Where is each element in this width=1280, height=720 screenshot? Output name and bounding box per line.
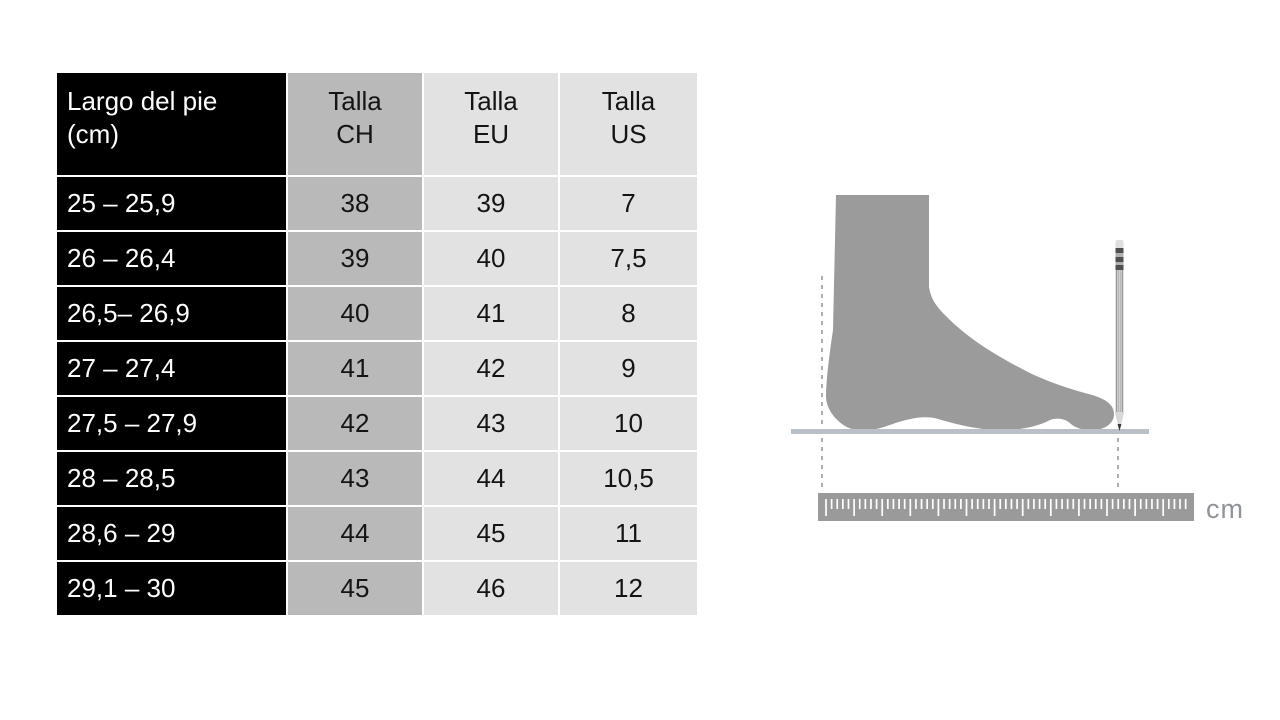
cell-size-ch: 40 — [286, 285, 424, 342]
table-row: 27 – 27,4 41 42 9 — [55, 340, 699, 397]
header-foot-length: Largo del pie (cm) — [55, 71, 288, 177]
foot-measurement-figure: cm — [760, 150, 1280, 570]
foot-measurement-svg: cm — [791, 195, 1244, 524]
cell-foot-length-range: 26,5– 26,9 — [55, 285, 288, 342]
cell-foot-length-range: 29,1 – 30 — [55, 560, 288, 617]
cell-size-ch: 39 — [286, 230, 424, 287]
cell-size-us: 10,5 — [558, 450, 699, 507]
table-row: 28 – 28,5 43 44 10,5 — [55, 450, 699, 507]
cell-foot-length-range: 25 – 25,9 — [55, 175, 288, 232]
cell-foot-length-range: 28,6 – 29 — [55, 505, 288, 562]
size-table-wrap: Largo del pie (cm) Talla CH Talla EU Tal… — [55, 71, 699, 617]
cell-foot-length-range: 27 – 27,4 — [55, 340, 288, 397]
cell-size-us: 8 — [558, 285, 699, 342]
cell-size-ch: 44 — [286, 505, 424, 562]
pencil-icon — [1114, 240, 1125, 431]
header-talla-eu: Talla EU — [422, 71, 560, 177]
table-row: 25 – 25,9 38 39 7 — [55, 175, 699, 232]
table-row: 27,5 – 27,9 42 43 10 — [55, 395, 699, 452]
table-row: 26 – 26,4 39 40 7,5 — [55, 230, 699, 287]
cell-size-eu: 41 — [422, 285, 560, 342]
ground-baseline — [791, 429, 1149, 434]
header-talla-ch: Talla CH — [286, 71, 424, 177]
cell-size-us: 7 — [558, 175, 699, 232]
size-conversion-table: Largo del pie (cm) Talla CH Talla EU Tal… — [55, 71, 699, 617]
cell-size-ch: 38 — [286, 175, 424, 232]
cell-size-eu: 39 — [422, 175, 560, 232]
cell-size-ch: 41 — [286, 340, 424, 397]
cell-size-eu: 40 — [422, 230, 560, 287]
cell-size-ch: 42 — [286, 395, 424, 452]
foot-silhouette-icon — [826, 195, 1114, 431]
cell-size-eu: 44 — [422, 450, 560, 507]
cell-size-us: 12 — [558, 560, 699, 617]
table-row: 28,6 – 29 44 45 11 — [55, 505, 699, 562]
cell-size-eu: 46 — [422, 560, 560, 617]
cell-size-ch: 45 — [286, 560, 424, 617]
cell-size-us: 10 — [558, 395, 699, 452]
cell-size-us: 9 — [558, 340, 699, 397]
cell-size-us: 7,5 — [558, 230, 699, 287]
cell-foot-length-range: 27,5 – 27,9 — [55, 395, 288, 452]
size-table-body: 25 – 25,9 38 39 7 26 – 26,4 39 40 7,5 26,5– 26,9… — [55, 175, 699, 617]
header-talla-us: Talla US — [558, 71, 699, 177]
cell-size-eu: 43 — [422, 395, 560, 452]
cell-foot-length-range: 26 – 26,4 — [55, 230, 288, 287]
header-row: Largo del pie (cm) Talla CH Talla EU Tal… — [55, 71, 699, 177]
ruler-unit-label: cm — [1206, 494, 1244, 524]
ruler — [818, 493, 1194, 521]
cell-size-eu: 45 — [422, 505, 560, 562]
cell-foot-length-range: 28 – 28,5 — [55, 450, 288, 507]
table-row: 26,5– 26,9 40 41 8 — [55, 285, 699, 342]
cell-size-us: 11 — [558, 505, 699, 562]
cell-size-ch: 43 — [286, 450, 424, 507]
ruler-ticks — [825, 499, 1187, 516]
table-row: 29,1 – 30 45 46 12 — [55, 560, 699, 617]
cell-size-eu: 42 — [422, 340, 560, 397]
